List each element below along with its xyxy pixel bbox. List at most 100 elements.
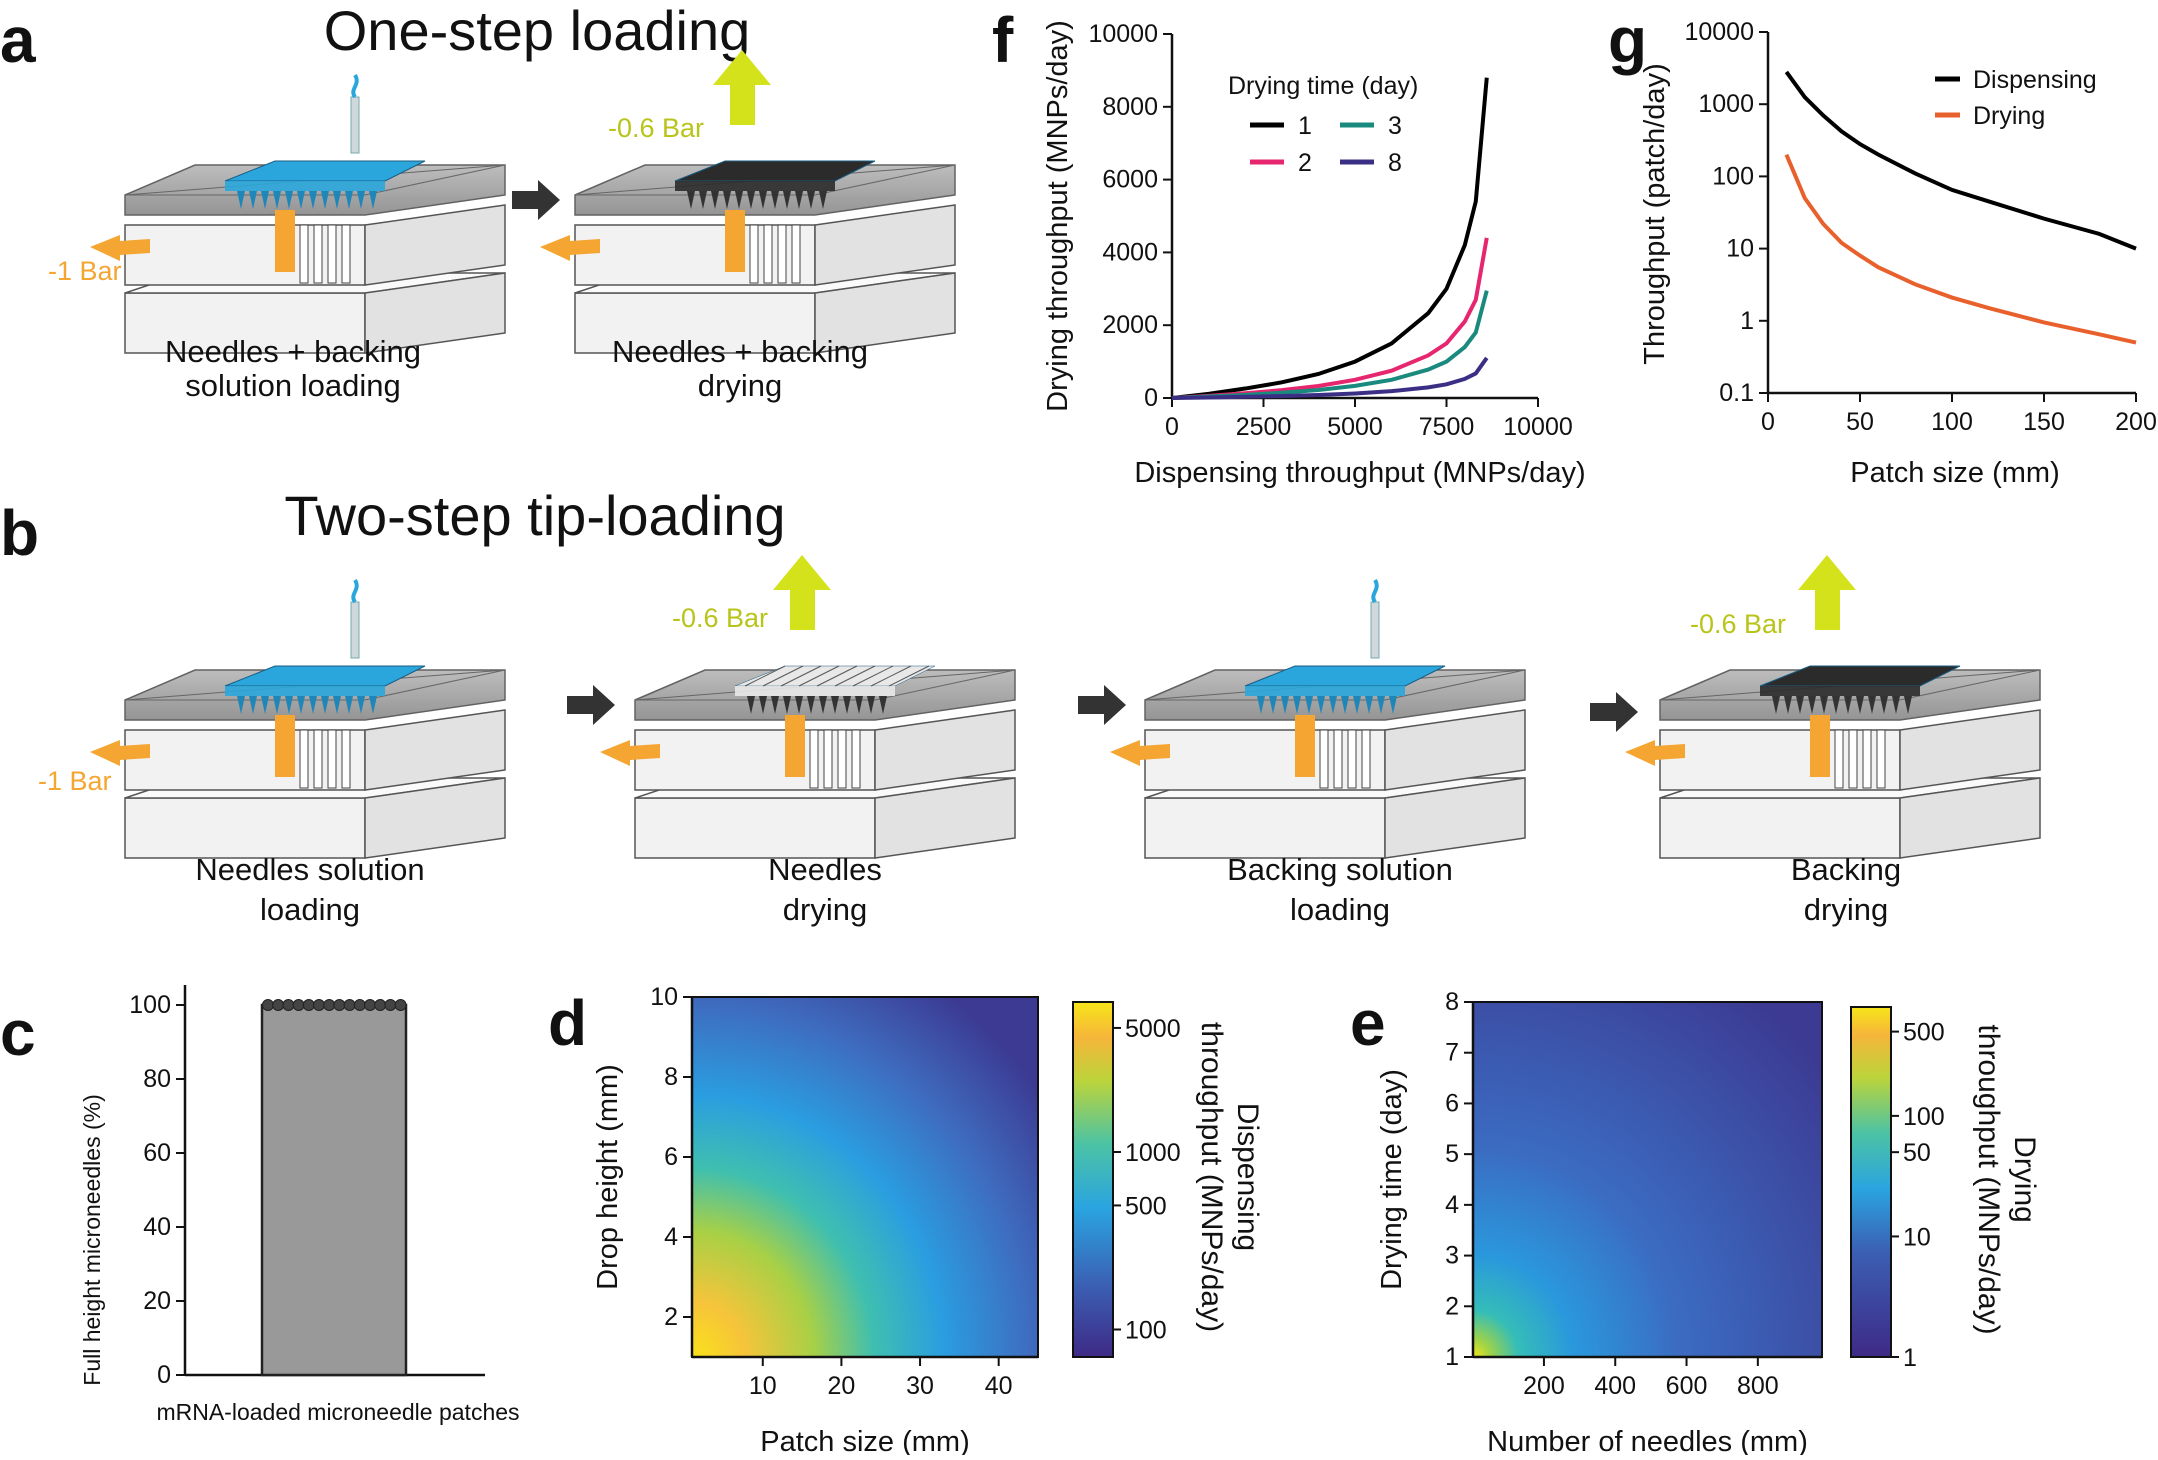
needle — [1796, 696, 1804, 714]
y-axis-label: Drop height (mm) — [592, 1064, 624, 1290]
legend-label: Dispensing — [1973, 66, 2097, 94]
needle — [1772, 696, 1780, 714]
channel-slot — [1361, 729, 1371, 789]
pipette — [1370, 601, 1380, 659]
caption-line: Backing solution — [1227, 852, 1453, 887]
x-tick-label: 7500 — [1419, 413, 1475, 441]
x-tick-label: 200 — [2115, 408, 2157, 436]
caption-line: Backing — [1791, 852, 1901, 887]
vacuum-arrow-orange — [540, 235, 600, 261]
data-point — [313, 999, 325, 1011]
channel-slot — [327, 224, 337, 284]
step-arrow — [1078, 685, 1126, 725]
caption-b2: Needles drying — [768, 852, 882, 927]
colorbar-label: Dispensingthroughput (MNPs/day) — [1195, 1022, 1264, 1332]
channel-slot — [1876, 729, 1886, 789]
data-point — [282, 999, 295, 1011]
device-dried — [1625, 555, 2041, 859]
needle — [369, 696, 377, 714]
y-tick-label: 1 — [1445, 1343, 1459, 1371]
channel-slot — [299, 224, 309, 284]
needle — [819, 696, 827, 714]
needle — [1305, 696, 1313, 714]
y-tick-label: 1 — [1740, 307, 1754, 335]
channel-slot — [313, 224, 323, 284]
channel-slot — [327, 729, 337, 789]
colorbar-tick-label: 100 — [1125, 1317, 1167, 1345]
y-tick-label: 7 — [1445, 1039, 1459, 1067]
panel-letter-g: g — [1608, 4, 1647, 76]
patch-edge — [735, 686, 895, 696]
needle — [807, 191, 815, 209]
block-side — [814, 204, 956, 286]
panel-letter-d: d — [548, 987, 587, 1059]
needle — [1820, 696, 1828, 714]
data-point — [292, 999, 305, 1011]
needle — [1880, 696, 1888, 714]
grid-line — [816, 665, 858, 687]
data-point — [333, 999, 346, 1011]
data-point — [394, 999, 407, 1011]
y-tick-label: 40 — [143, 1213, 171, 1241]
block-side — [364, 272, 506, 354]
needle — [1844, 696, 1852, 714]
x-tick-label: 5000 — [1327, 413, 1383, 441]
bar-c — [260, 1003, 408, 1377]
needle — [723, 191, 731, 209]
block-face — [634, 797, 876, 859]
needle — [783, 191, 791, 209]
block-side — [364, 204, 506, 286]
y-tick-label: 80 — [143, 1065, 171, 1093]
data-point — [374, 999, 387, 1011]
y-tick-label: 5 — [1445, 1140, 1459, 1168]
needle — [1832, 696, 1840, 714]
grid-line — [852, 665, 894, 687]
needle — [1892, 696, 1900, 714]
x-tick-label: 0 — [1761, 408, 1775, 436]
data-point — [323, 999, 336, 1011]
channel-slot — [851, 729, 861, 789]
needle — [309, 696, 317, 714]
device-solution — [90, 578, 506, 859]
caption-b1: Needles solution loading — [195, 852, 424, 927]
data-point — [384, 999, 397, 1011]
caption-line: loading — [1290, 892, 1390, 927]
needle — [1257, 696, 1265, 714]
y-axis-label: Throughput (patch/day) — [1639, 63, 1671, 364]
needle — [795, 191, 803, 209]
needle — [1341, 696, 1349, 714]
needle — [285, 696, 293, 714]
y-tick-label: 3 — [1445, 1242, 1459, 1270]
block-side — [874, 777, 1016, 859]
needle — [273, 191, 281, 209]
x-tick-label: 10000 — [1503, 413, 1573, 441]
needle — [357, 191, 365, 209]
channel-slot — [809, 729, 819, 789]
needle — [345, 191, 353, 209]
block-side — [1899, 709, 2041, 791]
device-solution — [1110, 578, 1526, 859]
vacuum-arrow-lime — [1798, 555, 1856, 630]
caption-line: Needles — [768, 852, 882, 887]
y-axis-label: Drying throughput (MNPs/day) — [1042, 20, 1074, 412]
needle — [687, 191, 695, 209]
channel-slot — [1319, 729, 1329, 789]
needle — [843, 696, 851, 714]
needle — [879, 696, 887, 714]
needle — [1808, 696, 1816, 714]
vacuum-arrow-orange — [90, 740, 150, 766]
needle — [711, 191, 719, 209]
caption-a1: Needles + backing solution loading — [165, 334, 421, 403]
y-tick-label: 2 — [1445, 1292, 1459, 1320]
channel-slot — [1848, 729, 1858, 789]
x-tick-label: 40 — [985, 1372, 1013, 1400]
caption-line: Needles + backing — [165, 334, 421, 369]
y-tick-label: 10000 — [1684, 18, 1754, 46]
heatmap-field — [1473, 1002, 1822, 1357]
needle — [831, 696, 839, 714]
panel-letter-e: e — [1350, 987, 1386, 1059]
x-tick-label: 800 — [1737, 1372, 1779, 1400]
needle — [369, 191, 377, 209]
needle — [1377, 696, 1385, 714]
block-side — [364, 709, 506, 791]
